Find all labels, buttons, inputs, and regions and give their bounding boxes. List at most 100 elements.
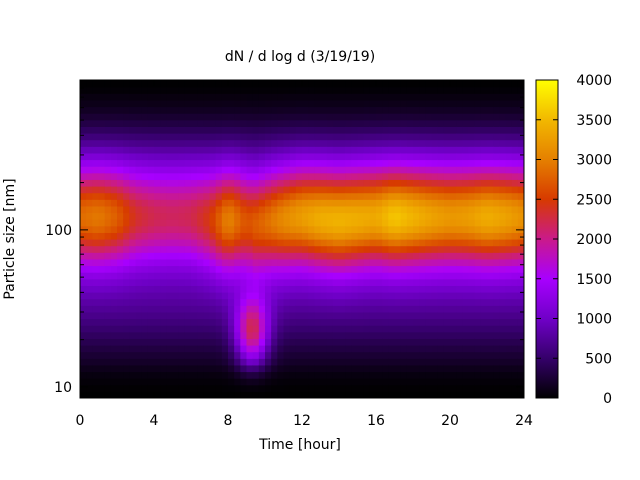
heatmap-cell (123, 80, 130, 88)
heatmap-cell (406, 325, 414, 333)
heatmap-cell (147, 86, 155, 94)
heatmap-cell (197, 119, 204, 127)
heatmap-cell (221, 172, 229, 180)
heatmap-cell (339, 311, 346, 320)
heatmap-cell (172, 358, 180, 366)
heatmap-cell (191, 232, 198, 240)
heatmap-cell (172, 119, 180, 127)
heatmap-cell (314, 219, 322, 227)
heatmap-cell (363, 172, 371, 180)
heatmap-cell (339, 364, 346, 373)
heatmap-cell (493, 258, 500, 267)
heatmap-cell (246, 272, 254, 280)
heatmap-cell (376, 305, 383, 313)
heatmap-cell (462, 159, 470, 167)
heatmap-cell (178, 298, 186, 306)
heatmap-cell (135, 351, 143, 359)
heatmap-cell (184, 106, 192, 114)
heatmap-cell (191, 378, 198, 386)
heatmap-cell (271, 99, 278, 108)
heatmap-cell (308, 351, 315, 359)
heatmap-cell (234, 239, 241, 247)
heatmap-cell (493, 146, 500, 154)
heatmap-cell (302, 219, 309, 227)
heatmap-cell (110, 212, 118, 220)
heatmap-cell (394, 205, 402, 214)
heatmap-cell (511, 325, 519, 333)
heatmap-cell (388, 166, 396, 174)
heatmap-cell (258, 212, 266, 220)
heatmap-cell (431, 219, 439, 227)
heatmap-cell (252, 225, 260, 233)
heatmap-cell (252, 258, 260, 267)
heatmap-cell (450, 298, 457, 306)
heatmap-cell (129, 351, 137, 359)
heatmap-cell (209, 298, 217, 306)
heatmap-cell (209, 351, 217, 359)
heatmap-cell (487, 106, 494, 114)
heatmap-cell (332, 384, 340, 392)
heatmap-cell (413, 212, 420, 220)
heatmap-cell (400, 305, 408, 313)
heatmap-cell (394, 225, 402, 233)
heatmap-cell (283, 225, 291, 233)
heatmap-cell (166, 278, 174, 286)
heatmap-cell (246, 371, 254, 379)
heatmap-cell (252, 192, 260, 200)
heatmap-cell (480, 252, 488, 260)
heatmap-cell (228, 139, 235, 147)
heatmap-cell (215, 384, 223, 392)
heatmap-cell (450, 172, 457, 180)
heatmap-cell (345, 86, 352, 94)
heatmap-cell (80, 159, 87, 167)
heatmap-cell (302, 278, 309, 286)
heatmap-cell (320, 106, 328, 114)
heatmap-cell (450, 331, 457, 339)
heatmap-cell (468, 152, 476, 161)
heatmap-cell (357, 166, 365, 174)
heatmap-cell (369, 391, 377, 398)
heatmap-cell (197, 205, 204, 214)
heatmap-cell (511, 212, 519, 220)
heatmap-cell (351, 364, 359, 373)
heatmap-cell (203, 272, 211, 280)
heatmap-cell (376, 364, 383, 373)
heatmap-cell (104, 106, 112, 114)
heatmap-cell (431, 272, 439, 280)
heatmap-cell (246, 285, 254, 293)
heatmap-cell (129, 133, 137, 141)
heatmap-cell (166, 384, 174, 392)
heatmap-cell (450, 371, 457, 379)
heatmap-cell (517, 252, 524, 260)
heatmap-cell (80, 311, 87, 320)
heatmap-cell (166, 258, 174, 267)
heatmap-cell (468, 192, 476, 200)
heatmap-cell (493, 358, 500, 366)
heatmap-cell (400, 179, 408, 187)
heatmap-cell (221, 80, 229, 88)
heatmap-cell (332, 298, 340, 306)
heatmap-cell (283, 212, 291, 220)
heatmap-cell (320, 119, 328, 127)
heatmap-cell (252, 86, 260, 94)
heatmap-cell (425, 278, 433, 286)
heatmap-cell (123, 305, 130, 313)
heatmap-cell (425, 179, 433, 187)
heatmap-cell (295, 126, 303, 134)
heatmap-cell (295, 179, 303, 187)
heatmap-cell (437, 345, 445, 353)
heatmap-cell (154, 232, 161, 240)
heatmap-cell (141, 265, 149, 273)
heatmap-cell (363, 311, 371, 320)
heatmap-cell (178, 305, 186, 313)
heatmap-cell (320, 146, 328, 154)
heatmap-cell (456, 239, 463, 247)
heatmap-cell (191, 338, 198, 346)
heatmap-cell (450, 391, 457, 398)
heatmap-cell (517, 371, 524, 379)
heatmap-cell (345, 126, 352, 134)
heatmap-cell (203, 305, 211, 313)
heatmap-cell (240, 166, 248, 174)
heatmap-cell (480, 219, 488, 227)
heatmap-cell (382, 325, 389, 333)
